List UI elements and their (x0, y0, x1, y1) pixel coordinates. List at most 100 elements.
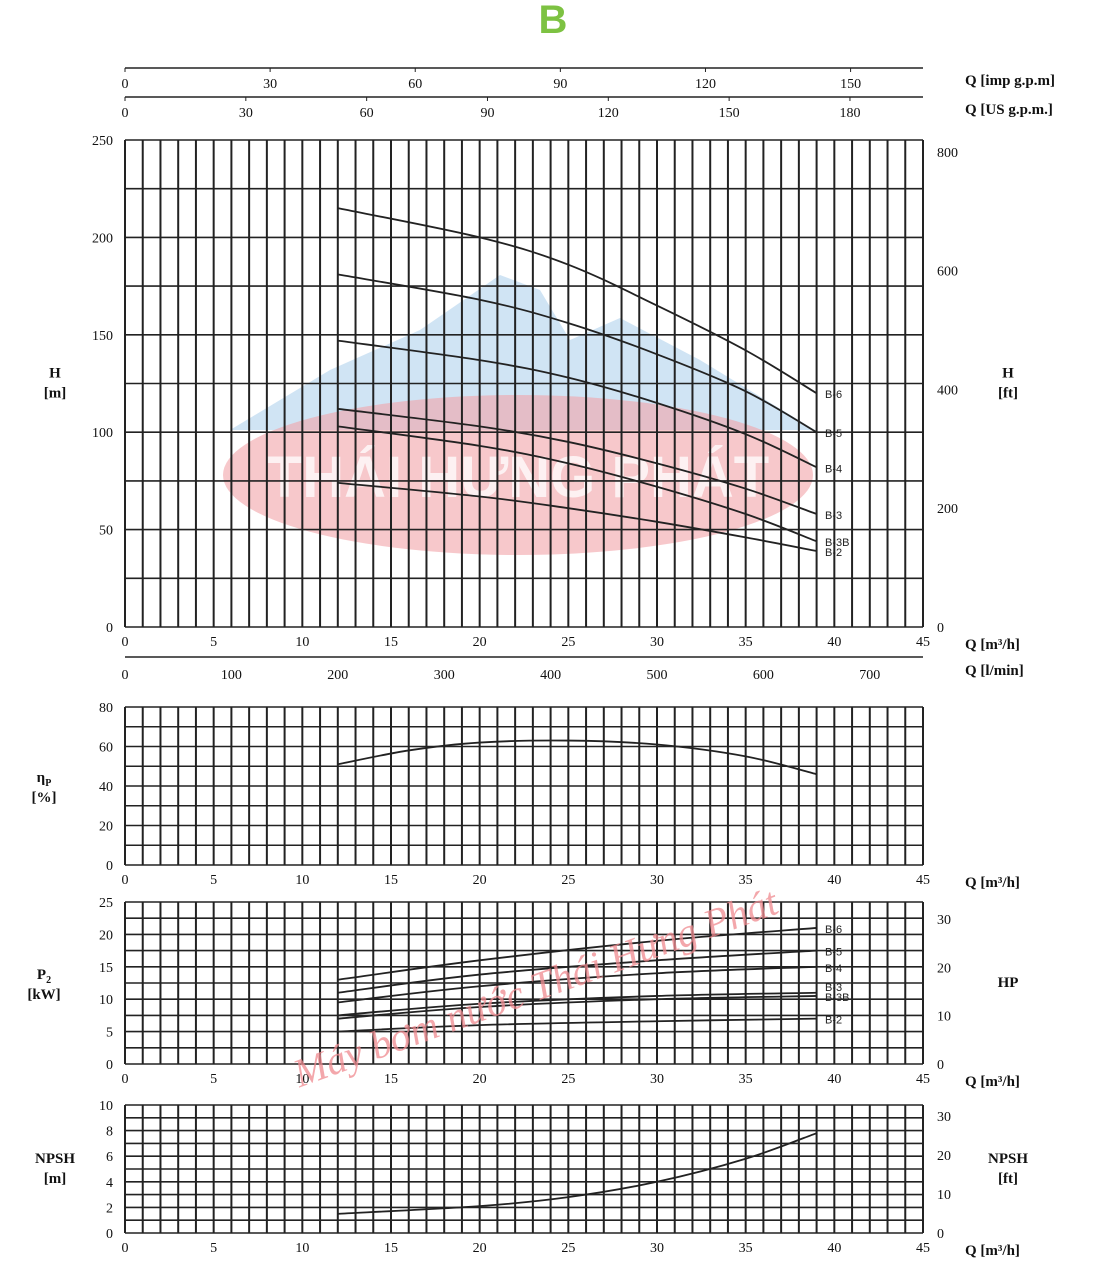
x-tick-label: 15 (384, 873, 398, 888)
top-axis-tick-label: 150 (840, 77, 861, 92)
top-axis-label: Q [US g.p.m.] (965, 102, 1053, 118)
top-axis-tick-label: 30 (239, 106, 253, 121)
x-tick-label: 30 (650, 1241, 664, 1256)
x-axis-label: Q [m³/h] (965, 637, 1020, 653)
top-axis-tick-label: 90 (553, 77, 567, 92)
x-tick-label: 40 (827, 873, 841, 888)
top-axis-tick-label: 60 (408, 77, 422, 92)
x-tick-label: 40 (827, 1072, 841, 1087)
watermark-mountain-shape (230, 275, 815, 430)
y-tick-label: 40 (99, 780, 113, 795)
x-tick-label: 5 (210, 635, 217, 650)
bottom-axis2-tick-label: 400 (540, 668, 561, 683)
bottom-axis2-tick-label: 500 (646, 668, 667, 683)
x-tick-label: 25 (561, 635, 575, 650)
x-tick-label: 20 (473, 1072, 487, 1087)
x-tick-label: 5 (210, 873, 217, 888)
x-tick-label: 30 (650, 635, 664, 650)
curve-B-3 (337, 407, 817, 515)
watermark-logo-text: THÁI HƯNG PHÁT (267, 445, 769, 510)
x-tick-label: 5 (210, 1072, 217, 1087)
y-axis-label: ηP (37, 770, 52, 789)
chart-efficiency: 0 5 10 15 20 25 30 35 40 45 0 20 40 60 80 Q [m³/h] ηP[%] (32, 701, 1020, 891)
series-label: B-6 (825, 389, 842, 401)
top-axis-tick-label: 30 (263, 77, 277, 92)
x-tick-label: 10 (295, 1072, 309, 1087)
y-axis-label: NPSH (35, 1151, 75, 1167)
bottom-axis2-tick-label: 700 (859, 668, 880, 683)
y2-axis-label: H (1002, 366, 1014, 382)
bottom-axis2-tick-label: 600 (753, 668, 774, 683)
y-axis-unit: [m] (44, 1171, 67, 1187)
y-tick-label: 150 (92, 329, 113, 344)
y2-tick-label: 10 (937, 1010, 951, 1025)
y-tick-label: 10 (99, 993, 113, 1008)
x-tick-label: 35 (739, 635, 753, 650)
x-tick-label: 45 (916, 873, 930, 888)
y-tick-label: 80 (99, 701, 113, 716)
y2-tick-label: 0 (937, 621, 944, 636)
curve-B-3B (337, 425, 817, 543)
y-axis-subscript: P (45, 778, 51, 789)
x-tick-label: 25 (561, 1241, 575, 1256)
bottom-axis2-tick-label: 100 (221, 668, 242, 683)
y2-tick-label: 0 (937, 1227, 944, 1242)
curve-B-2 (337, 481, 817, 552)
x-tick-label: 25 (561, 1072, 575, 1087)
x-tick-label: 40 (827, 635, 841, 650)
curve-B-3B (337, 995, 817, 1020)
y-tick-label: 0 (106, 621, 113, 636)
x-tick-label: 25 (561, 873, 575, 888)
y2-tick-label: 30 (937, 1110, 951, 1125)
y-tick-label: 0 (106, 859, 113, 874)
y2-axis-label: NPSH (988, 1151, 1028, 1167)
y2-tick-label: 20 (937, 1149, 951, 1164)
y-tick-label: 20 (99, 928, 113, 943)
curve-B-5 (337, 949, 817, 994)
y2-tick-label: 200 (937, 502, 958, 517)
bottom-axis2-tick-label: 0 (122, 668, 129, 683)
x-tick-label: 0 (122, 1072, 129, 1087)
y-tick-label: 25 (99, 896, 113, 911)
x-tick-label: 15 (384, 1241, 398, 1256)
y-axis-unit: [m] (44, 386, 67, 402)
top-axis-tick-label: 150 (719, 106, 740, 121)
x-tick-label: 15 (384, 1072, 398, 1087)
y-axis-unit: [%] (32, 790, 57, 806)
series-label: B-4 (825, 463, 842, 475)
x-tick-label: 35 (739, 1072, 753, 1087)
y-tick-label: 2 (106, 1201, 113, 1216)
x-tick-label: 45 (916, 1072, 930, 1087)
y-tick-label: 250 (92, 134, 113, 149)
x-tick-label: 5 (210, 1241, 217, 1256)
x-tick-label: 0 (122, 873, 129, 888)
y2-tick-label: 400 (937, 383, 958, 398)
watermark-logo: THÁI HƯNG PHÁT (223, 275, 815, 555)
y2-tick-label: 20 (937, 961, 951, 976)
chart-power: 0 5 10 15 20 25 30 35 40 45 0 5 10 15 20 25 0 10 20 30 Q [m³… (27, 896, 1020, 1090)
top-axis-tick-label: 90 (480, 106, 494, 121)
top-axis-tick-label: 180 (839, 106, 860, 121)
x-tick-label: 35 (739, 873, 753, 888)
top-axis-tick-label: 0 (122, 106, 129, 121)
series-label: B-4 (825, 963, 842, 975)
bottom-axis2-label: Q [l/min] (965, 663, 1024, 679)
y2-axis-label: HP (998, 975, 1019, 991)
chart-npsh: 0 5 10 15 20 25 30 35 40 45 0 2 4 6 8 10 0 10 20 30 Q [m³/h]… (35, 1099, 1028, 1259)
x-tick-label: 30 (650, 873, 664, 888)
x-axis-label: Q [m³/h] (965, 1074, 1020, 1090)
y-tick-label: 100 (92, 426, 113, 441)
series-label: B-5 (825, 947, 842, 959)
y-tick-label: 200 (92, 231, 113, 246)
y-tick-label: 0 (106, 1227, 113, 1242)
curve-B-5 (337, 273, 818, 433)
y2-tick-label: 10 (937, 1188, 951, 1203)
top-axis-tick-label: 120 (598, 106, 619, 121)
y-tick-label: 0 (106, 1058, 113, 1073)
y2-axis-unit: [ft] (998, 386, 1018, 402)
series-label: B-2 (825, 1015, 842, 1027)
x-tick-label: 35 (739, 1241, 753, 1256)
top-axis-label: Q [imp g.p.m] (965, 73, 1055, 89)
top-axis-tick-label: 120 (695, 77, 716, 92)
x-tick-label: 10 (295, 635, 309, 650)
